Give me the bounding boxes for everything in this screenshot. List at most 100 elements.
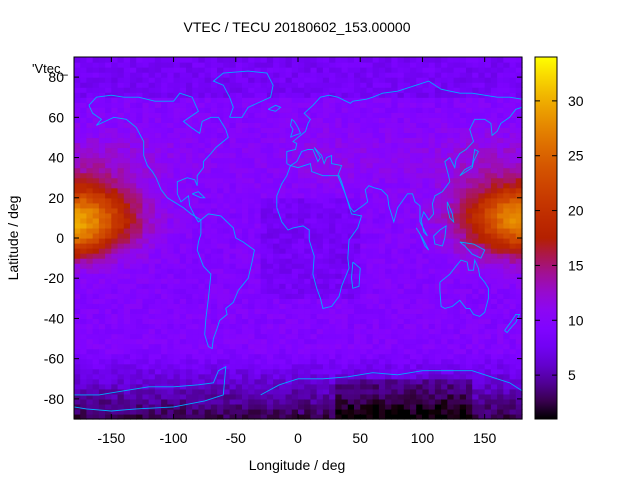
heatmap-cell — [248, 253, 256, 259]
heatmap-cell — [416, 258, 424, 264]
heatmap-cell — [80, 77, 88, 83]
heatmap-cell — [304, 253, 312, 259]
heatmap-cell — [111, 363, 119, 370]
heatmap-cell — [366, 238, 374, 244]
heatmap-cell — [260, 62, 268, 68]
heatmap-cell — [310, 288, 318, 294]
heatmap-cell — [329, 232, 336, 239]
heatmap-cell — [186, 323, 193, 330]
heatmap-cell — [378, 258, 386, 264]
heatmap-cell — [372, 373, 380, 380]
heatmap-cell — [154, 202, 162, 209]
heatmap-cell — [385, 62, 392, 68]
heatmap-cell — [223, 363, 231, 370]
heatmap-cell — [266, 132, 274, 139]
heatmap-cell — [198, 413, 206, 420]
heatmap-cell — [179, 92, 187, 98]
heatmap-cell — [403, 137, 411, 144]
heatmap-cell — [329, 142, 336, 149]
heatmap-cell — [192, 268, 200, 274]
heatmap-cell — [441, 413, 448, 420]
heatmap-cell — [291, 72, 299, 78]
heatmap-cell — [173, 348, 181, 355]
heatmap-cell — [154, 192, 162, 199]
heatmap-cell — [329, 62, 336, 68]
heatmap-cell — [410, 358, 417, 365]
heatmap-cell — [260, 162, 268, 169]
heatmap-cell — [329, 182, 336, 189]
heatmap-cell — [123, 323, 131, 330]
heatmap-cell — [235, 413, 243, 420]
heatmap-cell — [204, 192, 212, 199]
heatmap-cell — [372, 192, 380, 199]
heatmap-cell — [161, 253, 168, 259]
heatmap-cell — [447, 238, 455, 244]
heatmap-cell — [304, 393, 312, 400]
heatmap-cell — [123, 298, 131, 304]
heatmap-cell — [130, 167, 137, 174]
heatmap-cell — [497, 298, 504, 304]
heatmap-cell — [235, 57, 243, 63]
heatmap-cell — [391, 298, 399, 304]
heatmap-cell — [378, 87, 386, 93]
heatmap-cell — [354, 92, 361, 98]
heatmap-cell — [385, 162, 392, 169]
heatmap-cell — [322, 167, 330, 174]
heatmap-cell — [459, 127, 467, 134]
heatmap-cell — [186, 112, 193, 118]
heatmap-cell — [459, 408, 467, 415]
heatmap-cell — [111, 122, 119, 128]
heatmap-cell — [304, 373, 312, 380]
heatmap-cell — [422, 132, 430, 139]
heatmap-cell — [235, 162, 243, 169]
heatmap-cell — [92, 212, 100, 219]
heatmap-cell — [391, 102, 399, 108]
heatmap-cell — [459, 263, 467, 269]
heatmap-cell — [161, 232, 168, 239]
heatmap-cell — [428, 122, 436, 128]
heatmap-cell — [105, 343, 112, 350]
heatmap-cell — [316, 408, 324, 415]
heatmap-cell — [341, 122, 349, 128]
heatmap-cell — [242, 72, 249, 78]
heatmap-cell — [490, 132, 498, 139]
heatmap-cell — [335, 62, 343, 68]
heatmap-cell — [248, 167, 256, 174]
heatmap-cell — [372, 338, 380, 345]
heatmap-cell — [148, 273, 156, 279]
heatmap-cell — [434, 142, 442, 149]
heatmap-cell — [459, 187, 467, 194]
heatmap-cell — [74, 403, 81, 410]
heatmap-cell — [422, 343, 430, 350]
heatmap-cell — [117, 152, 125, 159]
heatmap-cell — [459, 393, 467, 400]
heatmap-cell — [472, 92, 480, 98]
heatmap-cell — [161, 187, 168, 194]
heatmap-cell — [217, 217, 224, 224]
heatmap-cell — [161, 323, 168, 330]
heatmap-cell — [497, 182, 504, 189]
heatmap-cell — [204, 278, 212, 284]
heatmap-cell — [403, 107, 411, 113]
heatmap-cell — [472, 157, 480, 164]
heatmap-cell — [422, 333, 430, 340]
heatmap-cell — [260, 313, 268, 320]
heatmap-cell — [179, 408, 187, 415]
heatmap-cell — [478, 248, 486, 254]
heatmap-cell — [92, 303, 100, 309]
heatmap-cell — [148, 192, 156, 199]
heatmap-cell — [161, 92, 168, 98]
heatmap-cell — [322, 117, 330, 123]
heatmap-cell — [136, 57, 144, 63]
heatmap-cell — [242, 288, 249, 294]
heatmap-cell — [428, 338, 436, 345]
heatmap-cell — [260, 338, 268, 345]
heatmap-cell — [403, 353, 411, 360]
heatmap-cell — [242, 258, 249, 264]
heatmap-cell — [403, 263, 411, 269]
heatmap-cell — [372, 152, 380, 159]
heatmap-cell — [304, 378, 312, 385]
heatmap-cell — [422, 202, 430, 209]
heatmap-cell — [229, 293, 237, 299]
heatmap-cell — [285, 398, 293, 405]
